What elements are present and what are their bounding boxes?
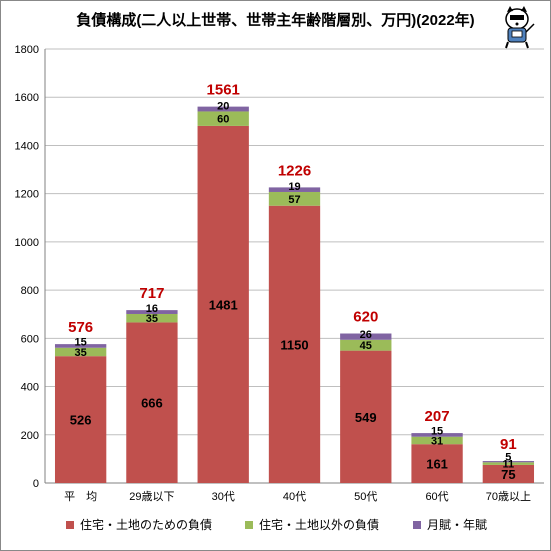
data-label-other: 35 — [75, 347, 87, 359]
bar-segment-rent — [54, 344, 107, 348]
data-label-rent: 19 — [288, 181, 300, 193]
data-label-total: 1561 — [207, 82, 240, 99]
bar-segment-other — [197, 111, 249, 126]
data-label-housing: 1481 — [209, 297, 238, 312]
y-tick-label: 1400 — [15, 140, 39, 152]
y-tick-label: 1200 — [15, 189, 39, 201]
legend-label-other: 住宅・土地以外の負債 — [259, 518, 380, 532]
bar-segment-housing — [482, 464, 535, 483]
y-tick-label: 800 — [21, 285, 39, 297]
y-tick-label: 1600 — [15, 92, 39, 104]
legend-label-housing: 住宅・土地のための負債 — [80, 518, 213, 532]
data-label-total: 91 — [500, 436, 517, 453]
data-label-rent: 16 — [146, 303, 158, 315]
x-tick-label: 60代 — [425, 490, 448, 503]
bar-segment-rent — [197, 106, 249, 112]
bar-segment-rent — [340, 333, 392, 340]
data-labels: 5263515576666351671714816020156111505719… — [68, 82, 517, 482]
bar-segment-other — [126, 313, 178, 323]
legend-item-housing: 住宅・土地のための負債 — [66, 516, 212, 533]
bar-segment-housing — [340, 350, 392, 483]
x-tick-label: 29歳以下 — [129, 490, 174, 503]
data-label-rent: 20 — [217, 100, 229, 112]
legend-item-other: 住宅・土地以外の負債 — [245, 516, 379, 533]
x-tick-label: 40代 — [283, 490, 306, 503]
data-label-other: 60 — [217, 114, 229, 126]
legend-item-rent: 月賦・年賦 — [413, 516, 487, 533]
x-tick-label: 50代 — [354, 490, 377, 503]
y-tick-label: 1800 — [15, 44, 39, 56]
legend-swatch-rent — [413, 520, 421, 529]
data-label-housing: 161 — [426, 457, 448, 472]
chart-title: 負債構成(二人以上世帯、世帯主年齢階層別、万円)(2022年) — [76, 12, 475, 29]
data-label-rent: 15 — [75, 337, 87, 349]
bar-segment-other — [268, 191, 321, 206]
bar-segment-rent — [126, 310, 178, 314]
bar-segment-housing — [197, 125, 249, 484]
legend-label-rent: 月賦・年賦 — [427, 518, 488, 532]
bar-segment-housing — [411, 444, 463, 483]
x-tick-label: 平 均 — [64, 490, 97, 503]
data-label-other: 35 — [146, 313, 158, 325]
legend-swatch-other — [245, 520, 253, 529]
bar-segment-housing — [126, 322, 178, 483]
bar-segment-housing — [54, 356, 107, 483]
legend-swatch-housing — [66, 520, 74, 529]
data-label-other: 31 — [431, 435, 443, 447]
bar-segment-rent — [411, 433, 463, 437]
data-label-housing: 75 — [501, 467, 515, 482]
data-label-other: 11 — [503, 459, 515, 471]
data-label-total: 207 — [425, 408, 450, 425]
data-label-housing: 549 — [355, 410, 377, 425]
bar-segment-housing — [268, 205, 321, 483]
data-label-housing: 666 — [141, 396, 163, 411]
data-label-rent: 15 — [431, 426, 443, 438]
bar-segment-other — [411, 436, 463, 445]
data-label-other: 57 — [288, 194, 300, 206]
bar-segment-other — [340, 339, 392, 351]
data-label-housing: 526 — [70, 413, 92, 428]
y-tick-label: 1000 — [15, 237, 39, 249]
data-label-total: 1226 — [278, 162, 311, 179]
data-label-total: 576 — [68, 319, 93, 336]
bar-segment-rent — [482, 461, 535, 463]
x-tick-label: 30代 — [212, 490, 235, 503]
data-label-other: 45 — [360, 340, 372, 352]
data-label-rent: 5 — [505, 451, 511, 463]
data-label-total: 620 — [353, 309, 378, 326]
bar-segment-other — [482, 462, 535, 465]
y-tick-label: 0 — [33, 478, 39, 490]
bar-segment-other — [54, 347, 107, 357]
data-label-rent: 26 — [360, 329, 372, 341]
y-tick-label: 200 — [21, 430, 39, 442]
bar-segment-rent — [268, 187, 321, 192]
mascot-logo — [505, 6, 535, 49]
legend: 住宅・土地のための負債 住宅・土地以外の負債 月賦・年賦 — [0, 512, 551, 542]
y-tick-label: 600 — [21, 333, 39, 345]
x-tick-label: 70歳以上 — [486, 490, 531, 503]
data-label-housing: 1150 — [280, 337, 308, 352]
data-label-total: 717 — [139, 285, 164, 302]
y-tick-label: 400 — [21, 382, 39, 394]
bars — [54, 106, 535, 484]
